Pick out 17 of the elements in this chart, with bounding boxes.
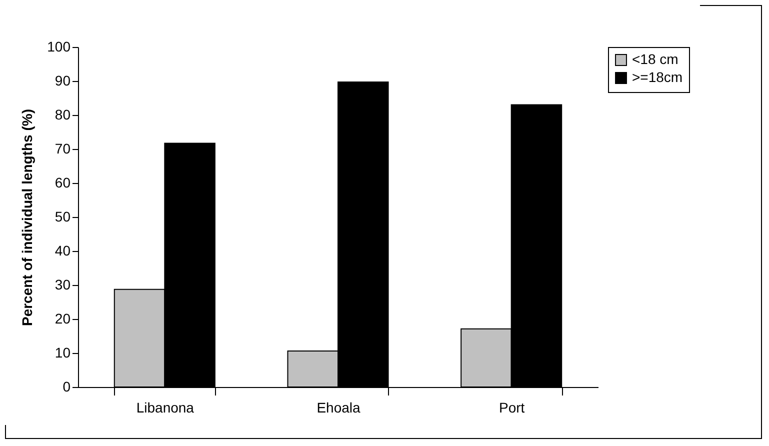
y-tick-label: 30 (54, 276, 71, 292)
y-tick-label: 80 (54, 106, 71, 122)
x-tick-label: Port (498, 400, 525, 416)
y-tick-label: 90 (54, 72, 71, 88)
legend-label: >=18cm (632, 69, 683, 85)
y-tick-label: 50 (54, 208, 71, 224)
x-tick-label: Ehoala (316, 400, 361, 416)
y-tick-label: 40 (54, 242, 71, 258)
y-tick-label: 10 (54, 344, 71, 360)
y-tick-label: 70 (54, 140, 71, 156)
y-tick-label: 20 (54, 310, 71, 326)
y-tick-label: 60 (54, 174, 71, 190)
y-tick-label: 100 (47, 38, 71, 54)
x-tick-label: Libanona (136, 400, 194, 416)
legend-label: <18 cm (632, 51, 678, 67)
y-tick-label: 0 (62, 378, 71, 394)
y-axis-title: Percent of individual lengths (%) (19, 108, 36, 326)
